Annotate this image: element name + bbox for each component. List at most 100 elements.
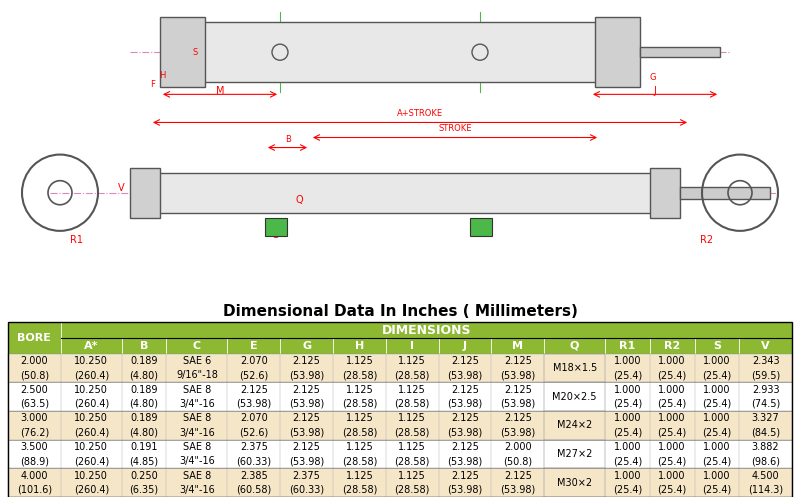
Text: 3/4"-16: 3/4"-16: [179, 399, 214, 409]
Text: F: F: [150, 80, 155, 89]
Text: 2.070: 2.070: [240, 414, 268, 423]
Bar: [8, 468, 792, 497]
Text: SAE 8: SAE 8: [182, 414, 211, 423]
Text: 1.125: 1.125: [346, 356, 374, 366]
Text: (98.6): (98.6): [751, 456, 780, 466]
Bar: [227, 338, 280, 354]
Text: 1.000: 1.000: [658, 385, 686, 395]
Text: 10.250: 10.250: [74, 385, 108, 395]
Text: M27×2: M27×2: [557, 449, 592, 459]
Text: 0.189: 0.189: [130, 356, 158, 366]
Text: (260.4): (260.4): [74, 427, 109, 437]
Text: (60.58): (60.58): [236, 485, 271, 495]
Text: (28.58): (28.58): [394, 370, 430, 380]
Text: (60.33): (60.33): [236, 456, 271, 466]
Bar: [280, 338, 333, 354]
Text: (52.6): (52.6): [239, 370, 268, 380]
Text: (28.58): (28.58): [394, 399, 430, 409]
Text: 10.250: 10.250: [74, 471, 108, 481]
Text: (53.98): (53.98): [447, 427, 482, 437]
Text: R2: R2: [700, 235, 713, 245]
Text: (53.98): (53.98): [500, 427, 535, 437]
Text: 0.189: 0.189: [130, 414, 158, 423]
Text: 1.000: 1.000: [614, 356, 642, 366]
Bar: [130, 167, 160, 218]
Text: R1: R1: [619, 341, 636, 351]
Text: 2.933: 2.933: [752, 385, 779, 395]
Text: 1.125: 1.125: [398, 471, 426, 481]
Text: 1.125: 1.125: [398, 356, 426, 366]
Text: Q: Q: [295, 195, 302, 205]
Text: (25.4): (25.4): [658, 456, 686, 466]
Text: (25.4): (25.4): [702, 456, 731, 466]
Text: 2.385: 2.385: [240, 471, 268, 481]
Bar: [544, 354, 605, 383]
Bar: [650, 338, 694, 354]
Text: (53.98): (53.98): [289, 399, 324, 409]
Text: C: C: [272, 230, 278, 240]
Text: 1.000: 1.000: [703, 414, 730, 423]
Text: 1.000: 1.000: [614, 442, 642, 452]
Bar: [61, 338, 122, 354]
Bar: [739, 338, 792, 354]
Text: 9/16"-18: 9/16"-18: [176, 370, 218, 380]
Bar: [470, 218, 492, 236]
Text: (28.58): (28.58): [394, 456, 430, 466]
Text: (53.98): (53.98): [447, 485, 482, 495]
Bar: [438, 338, 491, 354]
Text: BORE: BORE: [18, 333, 51, 343]
Text: SAE 8: SAE 8: [182, 471, 211, 481]
Text: 3.500: 3.500: [21, 442, 48, 452]
Text: 1.125: 1.125: [346, 471, 374, 481]
Bar: [544, 383, 605, 411]
Text: 1.125: 1.125: [398, 414, 426, 423]
Text: 2.375: 2.375: [240, 442, 268, 452]
Text: M: M: [216, 86, 224, 96]
Text: (25.4): (25.4): [702, 399, 731, 409]
Bar: [491, 338, 544, 354]
Text: (53.98): (53.98): [500, 485, 535, 495]
Text: 1.000: 1.000: [703, 471, 730, 481]
Text: 1.000: 1.000: [703, 442, 730, 452]
Text: 1.000: 1.000: [658, 356, 686, 366]
Text: (63.5): (63.5): [20, 399, 49, 409]
Bar: [8, 354, 792, 383]
Text: 4.000: 4.000: [21, 471, 48, 481]
Bar: [150, 172, 660, 213]
Text: 2.125: 2.125: [504, 471, 532, 481]
Text: J: J: [463, 341, 467, 351]
Text: V: V: [118, 183, 125, 193]
Text: (25.4): (25.4): [613, 399, 642, 409]
Text: 2.125: 2.125: [451, 471, 479, 481]
Text: 1.125: 1.125: [346, 385, 374, 395]
Text: R1: R1: [70, 235, 83, 245]
Text: SAE 8: SAE 8: [182, 442, 211, 452]
Text: 1.000: 1.000: [658, 442, 686, 452]
Bar: [544, 338, 605, 354]
Text: R2: R2: [664, 341, 680, 351]
Text: 1.000: 1.000: [614, 414, 642, 423]
Text: (28.58): (28.58): [394, 427, 430, 437]
Text: (25.4): (25.4): [702, 427, 731, 437]
Text: (60.33): (60.33): [289, 485, 324, 495]
Text: 2.125: 2.125: [293, 385, 321, 395]
Text: (28.58): (28.58): [342, 399, 377, 409]
Text: (25.4): (25.4): [613, 427, 642, 437]
Text: (25.4): (25.4): [658, 485, 686, 495]
Text: H: H: [354, 341, 364, 351]
Text: 3.327: 3.327: [752, 414, 779, 423]
Text: Dimensional Data In Inches ( Millimeters): Dimensional Data In Inches ( Millimeters…: [222, 304, 578, 319]
Text: (25.4): (25.4): [658, 427, 686, 437]
Text: 2.070: 2.070: [240, 356, 268, 366]
Text: 2.125: 2.125: [451, 356, 479, 366]
Text: 2.125: 2.125: [240, 385, 268, 395]
Bar: [595, 17, 640, 87]
Text: B: B: [140, 341, 148, 351]
Text: G: G: [302, 341, 311, 351]
Text: STROKE: STROKE: [438, 124, 472, 134]
Text: 1.000: 1.000: [658, 414, 686, 423]
Text: (25.4): (25.4): [702, 485, 731, 495]
Text: 3.000: 3.000: [21, 414, 48, 423]
Text: (114.3): (114.3): [748, 485, 783, 495]
Text: (25.4): (25.4): [702, 370, 731, 380]
